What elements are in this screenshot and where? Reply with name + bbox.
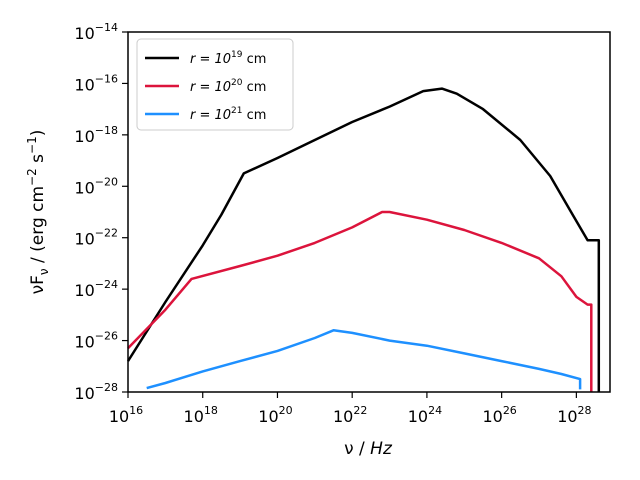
plot-area <box>126 87 601 392</box>
axes-frame <box>127 31 611 393</box>
legend-label-r20: r = 1020 cm <box>190 78 266 95</box>
y-tick-label: 10−26 <box>74 330 118 352</box>
x-axis: 1016 1018 1020 1022 1024 1026 1028 <box>109 392 592 426</box>
series-line-2 <box>146 329 582 390</box>
y-axis: 10−14 10−16 10−18 10−20 10−22 10−24 10−26 10−28 <box>74 21 128 403</box>
legend-label-r21: r = 1021 cm <box>190 106 266 123</box>
y-tick-label: 10−28 <box>74 381 118 403</box>
x-axis-label: ν / Hz <box>344 439 393 459</box>
x-tick-label: 1020 <box>258 404 292 426</box>
x-tick-label: 1026 <box>482 404 516 426</box>
y-tick-label: 10−20 <box>74 175 118 197</box>
y-tick-label: 10−18 <box>74 124 118 146</box>
x-tick-label: 1028 <box>557 404 591 426</box>
x-tick-label: 1018 <box>184 404 218 426</box>
y-tick-label: 10−14 <box>74 21 118 43</box>
y-tick-label: 10−24 <box>74 278 118 300</box>
x-tick-label: 1022 <box>333 404 367 426</box>
y-axis-label: νFν / (erg cm−2 s−1) <box>25 130 51 295</box>
series-line-0 <box>126 87 601 392</box>
legend-label-r19: r = 1019 cm <box>190 50 266 67</box>
x-tick-label: 1016 <box>109 404 143 426</box>
y-tick-label: 10−22 <box>74 227 118 249</box>
series-line-1 <box>127 210 593 392</box>
legend: r = 1019 cm r = 1020 cm r = 1021 cm <box>136 38 294 131</box>
x-tick-label: 1024 <box>408 404 442 426</box>
legend-box <box>136 38 294 131</box>
y-tick-label: 10−16 <box>74 72 118 94</box>
